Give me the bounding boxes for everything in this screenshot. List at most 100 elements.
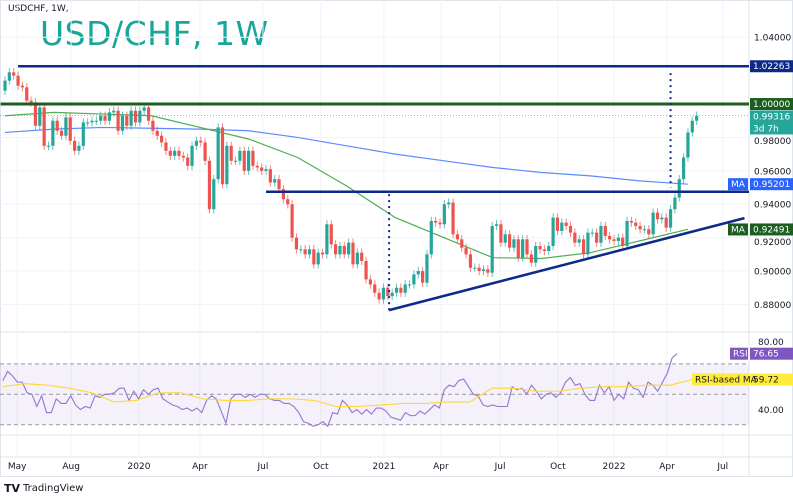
ma-slow-value-tag-bg [750, 178, 793, 191]
candle-up [677, 179, 681, 198]
rsi-tick-label: 40.00 [758, 406, 784, 416]
candle-down [290, 204, 294, 238]
y-tick-label: 1.04000 [754, 34, 791, 44]
candle-down [12, 72, 16, 76]
candle-down [73, 140, 77, 151]
candle-up [695, 115, 699, 121]
candle-up [64, 117, 68, 136]
tradingview-logo-icon: TV [4, 482, 21, 495]
candle-down [595, 232, 599, 243]
candle-up [503, 234, 507, 243]
candle-up [347, 242, 351, 255]
candle-up [120, 115, 125, 131]
candle-down [486, 269, 490, 273]
candle-down [103, 115, 107, 121]
candle-down [525, 239, 529, 255]
tradingview-logo[interactable]: TV TradingView [4, 482, 83, 495]
candle-up [673, 197, 677, 210]
candle-down [508, 234, 512, 248]
candle-up [46, 145, 51, 147]
candle-up [616, 237, 620, 241]
candle-up [238, 150, 242, 161]
candle-up [547, 245, 551, 252]
candle-down [438, 222, 442, 225]
candle-down [373, 284, 377, 293]
rsi-line [2, 353, 678, 428]
y-tick-label: 0.94000 [754, 201, 791, 211]
candle-down [647, 229, 651, 235]
candle-down [151, 120, 155, 131]
rsi-ma-line [2, 378, 693, 408]
candle-up [599, 225, 603, 243]
candle-down [125, 115, 129, 126]
bar-countdown: 3d 7h [753, 124, 779, 134]
candle-down [581, 239, 586, 255]
ma-fast-value-tag: 0.92491 [750, 223, 793, 236]
candle-down [451, 202, 455, 235]
rsi-ma-value-tag: 59.72 [750, 373, 793, 386]
logo-text: TradingView [23, 483, 84, 494]
candle-up [577, 239, 581, 243]
candle-down [329, 224, 333, 245]
rsi-label-tag: RSI [730, 347, 748, 360]
ma-fast-value-tag-bg [750, 223, 793, 236]
x-tick-label: Oct [550, 462, 566, 472]
candle-up [299, 249, 303, 251]
candle-down [177, 150, 181, 156]
candle-down [434, 220, 438, 223]
candle-down [260, 167, 264, 171]
ma-slow-value-tag-text: 0.95201 [753, 180, 790, 190]
candle-up [81, 122, 85, 146]
candle-down [455, 234, 459, 240]
y-tick-label: 0.96000 [754, 167, 791, 177]
candle-up [512, 239, 516, 248]
candle-up [355, 252, 359, 265]
candle-down [55, 120, 59, 131]
candle-down [555, 217, 560, 231]
candle-up [7, 72, 11, 81]
last-price-tag-bg [750, 110, 793, 135]
candle-up [407, 284, 412, 286]
candle-down [477, 267, 481, 272]
candle-down [360, 252, 364, 262]
ma-slow-label-tag-bg [728, 178, 748, 191]
candle-up [51, 120, 55, 146]
candle-up [264, 169, 268, 171]
ascending-trend-line [388, 216, 745, 312]
level-tag-resistance-bg [750, 60, 793, 73]
candle-up [190, 145, 194, 166]
level-tag-parity-text: 1.00000 [753, 100, 790, 110]
x-tick-label: 2021 [372, 462, 395, 472]
x-tick-label: Jul [257, 462, 269, 472]
rsi-ma-value-tag-bg [750, 373, 793, 386]
candle-down [294, 237, 299, 250]
x-tick-label: May [8, 462, 27, 472]
candle-down [146, 107, 151, 121]
candle-up [38, 107, 42, 126]
candle-down [255, 165, 259, 168]
candle-down [334, 244, 338, 255]
candle-down [364, 261, 368, 280]
candle-up [86, 122, 90, 124]
x-tick-label: Apr [192, 462, 208, 472]
ma-fast-value-tag-text: 0.92491 [753, 225, 790, 235]
last-price-value: 0.99316 [753, 112, 790, 122]
candle-up [3, 80, 7, 91]
symbol-label: USDCHF, 1W, [8, 4, 69, 14]
candle-down [42, 107, 46, 146]
candle-up [447, 202, 451, 205]
x-tick-label: Apr [433, 462, 449, 472]
candle-down [312, 249, 316, 265]
candle-down [368, 279, 372, 285]
ma-fast-line [4, 111, 689, 260]
candle-up [560, 222, 564, 231]
candle-up [225, 145, 229, 185]
candle-down [59, 130, 64, 136]
candle-up [590, 232, 594, 234]
candle-down [281, 189, 285, 200]
candle-down [464, 247, 468, 255]
candle-down [573, 232, 577, 243]
level-tag-resistance: 1.02263 [750, 60, 793, 73]
candle-up [668, 209, 673, 228]
